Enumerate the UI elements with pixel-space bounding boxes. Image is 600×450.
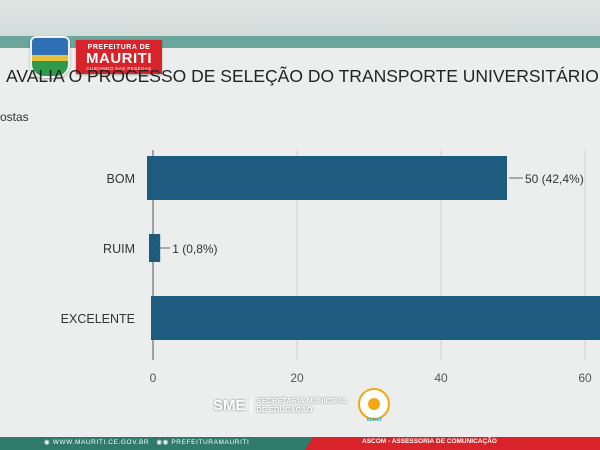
unicef-logo-icon [358,388,390,420]
city-crest-icon [30,36,70,78]
social-handle[interactable]: PREFEITURAMAURITI [171,439,250,446]
globe-icon: ◉ [44,439,53,446]
top-band [0,0,600,40]
brand-line3: CUIDANDO DAS PESSOAS [86,66,152,71]
brand-line2: MAURITI [86,50,152,67]
chart-title: AVALIA O PROCESSO DE SELEÇÃO DO TRANSPOR… [6,66,600,86]
bar [149,234,161,262]
category-label: BOM [107,172,135,186]
category-label: RUIM [103,242,135,256]
data-label: 50 (42,4%) [525,172,584,186]
sun-icon [368,398,380,410]
footer-contacts: ◉ WWW.MAURITI.CE.GOV.BR ◉◉ PREFEITURAMAU… [44,438,249,446]
unicef-label: unicef [366,417,382,423]
x-tick-label: 0 [150,371,157,385]
website-link[interactable]: WWW.MAURITI.CE.GOV.BR [52,439,150,446]
sme-full-name: SECRETARIA MUNICIPAL DE EDUCAÇÃO [252,396,349,414]
bar [147,156,507,200]
sme-logo: SME SECRETARIA MUNICIPAL DE EDUCAÇÃO [213,396,349,414]
chart-subtitle: ostas [0,110,29,124]
category-label: EXCELENTE [61,312,135,326]
sme-line2: DE EDUCAÇÃO [256,405,313,414]
social-icons: ◉◉ [156,439,172,446]
data-label: 1 (0,8%) [172,242,217,256]
prefeitura-logo: PREFEITURA DE MAURITI CUIDANDO DAS PESSO… [76,40,162,74]
footer-red-band [305,437,600,450]
x-tick-label: 60 [578,371,592,385]
ascom-label: ASCOM - ASSESSORIA DE COMUNICAÇÃO [362,438,497,445]
x-tick-label: 40 [434,371,448,385]
sme-abbr: SME [213,396,252,414]
header-logos: PREFEITURA DE MAURITI CUIDANDO DAS PESSO… [30,36,162,78]
bar [151,296,600,340]
sme-line1: SECRETARIA MUNICIPAL [256,396,348,405]
x-tick-label: 20 [290,371,304,385]
brand-line1: PREFEITURA DE [87,44,151,51]
